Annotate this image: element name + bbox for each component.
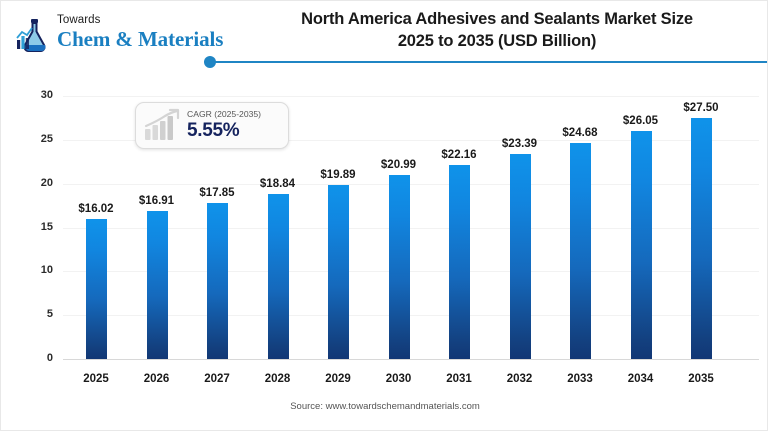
x-axis-tick-label: 2033 [567, 373, 593, 385]
gridline [63, 96, 759, 97]
gridline [63, 227, 759, 229]
x-axis-tick-label: 2031 [446, 373, 472, 385]
bar-group: $20.99 [369, 159, 429, 359]
gridline [63, 271, 759, 273]
x-axis-tick-label: 2026 [143, 373, 170, 385]
bar-value-label: $16.02 [78, 202, 114, 215]
bar-value-label: $23.39 [501, 137, 538, 150]
bar-value-label: $16.91 [138, 194, 175, 207]
bar-group: $19.89 [308, 169, 368, 359]
cagr-label: CAGR (2025-2035) [187, 109, 262, 119]
page-title-line-1: North America Adhesives and Sealants Mar… [301, 10, 693, 28]
y-axis-tick-label: 20 [40, 176, 53, 189]
page-title-line-2: 2025 to 2035 (USD Billion) [397, 32, 597, 50]
bar-2031[interactable] [449, 164, 470, 359]
bar-value-label: $17.85 [199, 186, 235, 199]
bar-value-label: $27.50 [683, 101, 719, 114]
bar-group: $18.84 [248, 178, 308, 359]
growth-bar-chart-icon [143, 108, 185, 142]
brand-logo: Towards Chem & Materials [15, 14, 224, 56]
bar-2033[interactable] [570, 142, 591, 359]
bar-group: $27.50 [671, 102, 731, 359]
bar-value-label: $19.89 [320, 168, 356, 181]
x-axis-tick-label: 2029 [325, 373, 351, 385]
bar-2026[interactable] [146, 210, 168, 359]
gridline [63, 183, 759, 185]
x-axis-tick-label: 2035 [688, 373, 714, 385]
brand-logo-text: Towards Chem & Materials [57, 14, 224, 51]
y-axis-tick-label: 10 [40, 264, 53, 277]
bar-value-label: $20.99 [380, 159, 417, 171]
y-axis-tick-label: 30 [40, 89, 53, 101]
bar-group: $26.05 [611, 115, 671, 359]
y-axis-tick-label: 25 [40, 132, 53, 145]
bar-group: $16.91 [127, 195, 187, 359]
bar-group: $16.02 [66, 203, 126, 359]
gridline [63, 139, 759, 141]
chart-plot-area: 0 5 10 15 20 25 30 $16.02 $16.91 $17.85 $18.84 $19… [1, 63, 767, 393]
source-note: Source: www.towardschemandmaterials.com [290, 401, 480, 412]
bar-2030[interactable] [388, 175, 410, 359]
x-axis-tick-label: 2027 [204, 373, 230, 385]
x-axis-tick-label: 2034 [627, 373, 654, 385]
bar-group: $22.16 [429, 149, 489, 359]
x-axis-line [63, 359, 759, 360]
bar-2028[interactable] [267, 193, 289, 359]
cagr-badge: CAGR (2025-2035) 5.55% [135, 102, 289, 149]
bar-value-label: $18.84 [259, 177, 296, 190]
x-axis-tick-label: 2025 [83, 373, 109, 385]
y-axis-tick-label: 0 [46, 352, 53, 364]
header-divider [208, 61, 767, 63]
bar-group: $24.68 [550, 127, 610, 359]
bar-value-label: $26.05 [622, 114, 659, 127]
bar-group: $23.39 [490, 138, 550, 359]
bar-2027[interactable] [207, 202, 228, 359]
bar-2034[interactable] [630, 130, 652, 359]
bar-value-label: $22.16 [441, 148, 477, 161]
page-title: North America Adhesives and Sealants Mar… [229, 8, 765, 52]
gridline [63, 315, 759, 317]
y-axis-tick-label: 5 [46, 308, 53, 321]
cagr-value: 5.55% [187, 120, 240, 141]
bar-group: $17.85 [187, 187, 247, 359]
flask-icon [15, 18, 55, 54]
bar-value-label: $24.68 [562, 126, 598, 139]
bar-2035[interactable] [691, 117, 712, 359]
y-axis-tick-label: 15 [40, 220, 53, 233]
brand-name-main: Chem & Materials [57, 27, 224, 51]
bar-2025[interactable] [86, 218, 107, 359]
brand-name-top: Towards [57, 14, 101, 26]
cagr-text-block: CAGR (2025-2035) 5.55% [187, 108, 283, 142]
x-axis-tick-label: 2030 [385, 373, 412, 385]
x-axis-tick-label: 2028 [264, 373, 291, 385]
chart-header: Towards Chem & Materials North America A… [1, 1, 767, 68]
bar-2029[interactable] [328, 184, 349, 359]
x-axis-tick-label: 2032 [506, 373, 533, 385]
bar-2032[interactable] [509, 153, 531, 359]
